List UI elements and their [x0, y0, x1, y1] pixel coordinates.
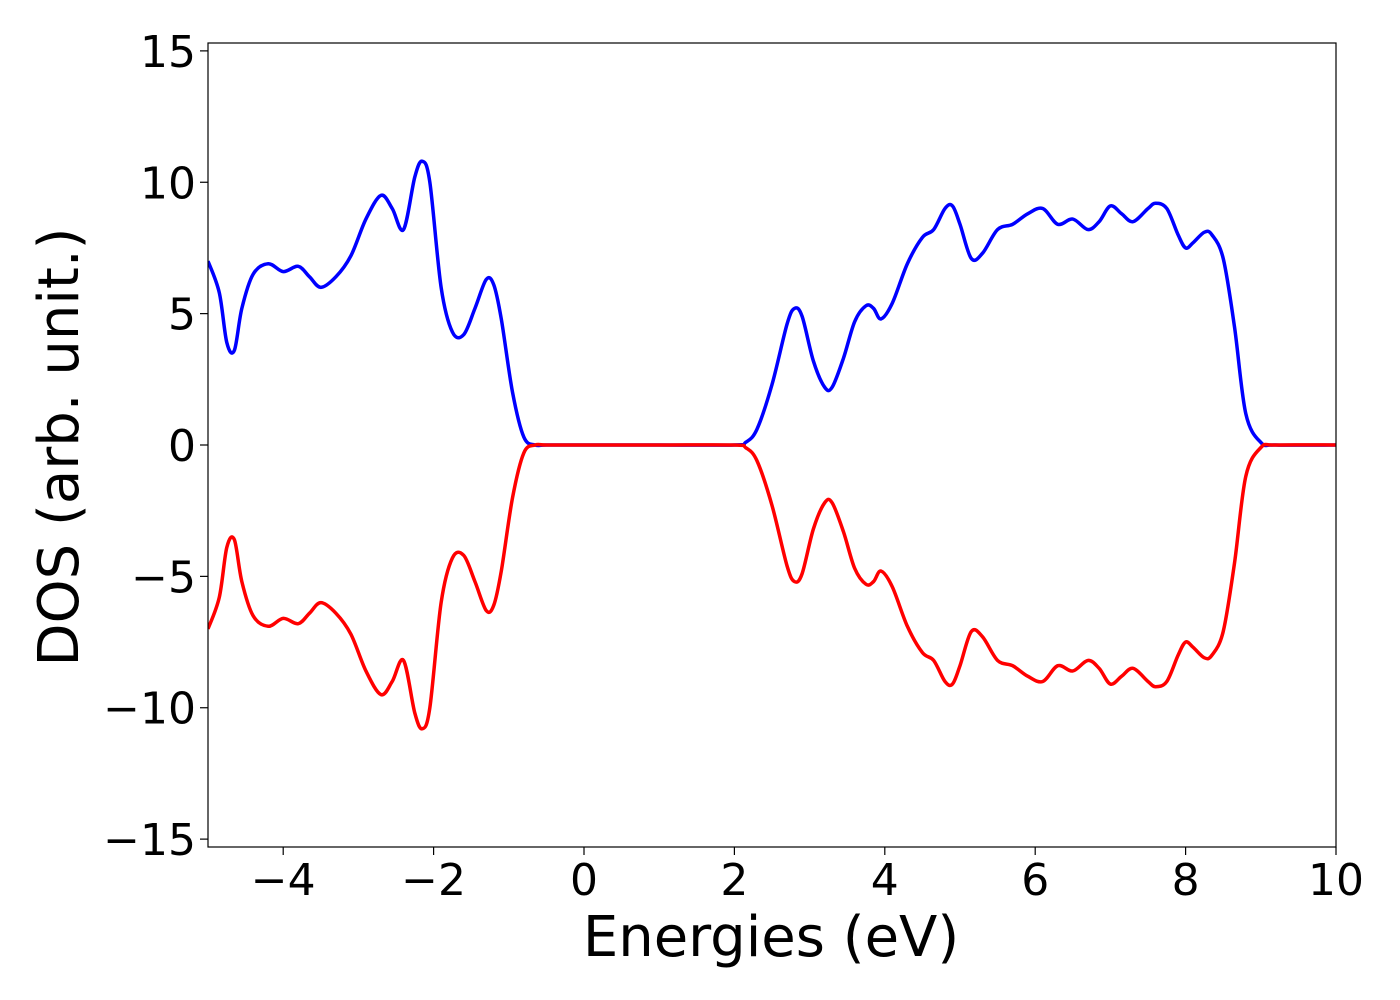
x-axis-label: Energies (eV)	[583, 905, 959, 970]
x-tick-label: 6	[1021, 855, 1049, 906]
y-tick-label: −15	[103, 815, 196, 866]
series-layer	[208, 159, 1336, 731]
y-axis-label: DOS (arb. unit.)	[27, 227, 92, 666]
series-line-spin-down	[208, 442, 1336, 731]
x-tick-label: 8	[1172, 855, 1200, 906]
y-tick-label: −10	[103, 684, 196, 735]
y-tick-label: −5	[131, 552, 196, 603]
y-tick-label: 0	[168, 421, 196, 472]
x-tick-label: 4	[871, 855, 899, 906]
y-tick-label: 10	[140, 158, 196, 209]
x-tick-label: 2	[720, 855, 748, 906]
series-line-spin-up	[208, 159, 1336, 448]
x-tick-label: 10	[1308, 855, 1364, 906]
y-tick-label: 15	[140, 27, 196, 78]
x-tick-label: −2	[401, 855, 466, 906]
x-tick-label: −4	[251, 855, 316, 906]
x-tick-label: 0	[570, 855, 598, 906]
y-tick-label: 5	[168, 290, 196, 341]
ticks-layer: −4 −2 0 2 4 6 8 10 −15 −10 −5 0 5 10 15	[103, 27, 1364, 906]
plot-frame	[207, 42, 1337, 848]
